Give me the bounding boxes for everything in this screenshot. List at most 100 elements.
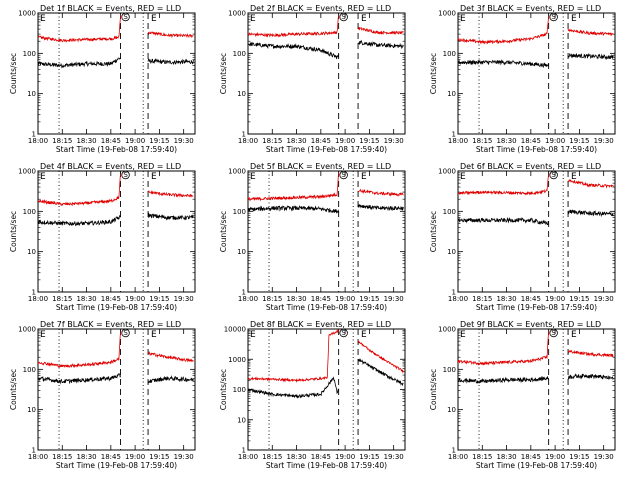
panel-9-xtick-label: 19:15 bbox=[569, 453, 589, 461]
panel-4-ytick-label: 1000 bbox=[18, 168, 36, 176]
panel-8-xtick-label: 18:00 bbox=[238, 453, 258, 461]
panel-2-xtick-label: 18:00 bbox=[238, 137, 258, 145]
panel-3-events-trace bbox=[458, 52, 614, 69]
panel-4-title: Det 4f BLACK = Events, RED = LLD bbox=[40, 162, 181, 171]
panel-2-xlabel: Start Time (19-Feb-08 17:59:40) bbox=[266, 145, 387, 154]
panel-4-xtick-label: 18:15 bbox=[52, 295, 72, 303]
panel-7-lld-trace bbox=[38, 331, 194, 369]
panel-3-ytick-label: 10 bbox=[447, 90, 456, 98]
panel-5-xtick-label: 19:30 bbox=[384, 295, 404, 303]
panel-5-ytick-label: 100 bbox=[233, 208, 246, 216]
panel-4-ytick-label: 10 bbox=[27, 248, 36, 256]
panel-8-marker-circle bbox=[339, 328, 348, 338]
panel-1-xtick-label: 19:00 bbox=[125, 137, 145, 145]
panel-5-xtick-label: 18:00 bbox=[238, 295, 258, 303]
panel-5-title: Det 5f BLACK = Events, RED = LLD bbox=[250, 162, 391, 171]
panel-8-ytick-label: 1000 bbox=[228, 356, 246, 364]
panel-1-marker-circle bbox=[121, 12, 130, 22]
panel-2-ytick-label: 1000 bbox=[228, 10, 246, 18]
panel-5-xtick-label: 18:15 bbox=[262, 295, 282, 303]
panel-6-ylabel: Counts/sec bbox=[429, 211, 438, 252]
panel-5-xtick-label: 18:30 bbox=[286, 295, 306, 303]
panel-8-xtick-label: 18:15 bbox=[262, 453, 282, 461]
panel-8-ytick-label: 10000 bbox=[224, 326, 246, 334]
panel-2-ytick-label: 1 bbox=[242, 131, 246, 139]
panel-6-xtick-label: 18:00 bbox=[448, 295, 468, 303]
panel-1-xtick-label: 19:15 bbox=[149, 137, 169, 145]
panel-8-xtick-label: 18:30 bbox=[286, 453, 306, 461]
panel-4-marker-circle bbox=[121, 170, 130, 180]
panel-9-ylabel: Counts/sec bbox=[429, 369, 438, 410]
panel-1-xtick-label: 18:30 bbox=[76, 137, 96, 145]
panel-1-xtick-label: 18:15 bbox=[52, 137, 72, 145]
panel-5-xlabel: Start Time (19-Feb-08 17:59:40) bbox=[266, 303, 387, 312]
panel-6-ytick-label: 1 bbox=[452, 289, 456, 297]
panel-8-title: Det 8f BLACK = Events, RED = LLD bbox=[250, 320, 391, 329]
panel-6-marker-circle-label: S bbox=[551, 171, 556, 179]
panel-3-xtick-label: 19:15 bbox=[569, 137, 589, 145]
panel-2-xtick-label: 19:15 bbox=[359, 137, 379, 145]
panel-2-marker-circle bbox=[339, 12, 348, 22]
panel-9-xlabel: Start Time (19-Feb-08 17:59:40) bbox=[476, 461, 597, 470]
panel-3-xtick-label: 19:30 bbox=[594, 137, 614, 145]
panel-8-lld-trace bbox=[248, 329, 404, 384]
panel-2-title: Det 2f BLACK = Events, RED = LLD bbox=[250, 4, 391, 13]
panel-1: Det 1f BLACK = Events, RED = LLD 1 10 100 10… bbox=[9, 4, 196, 154]
panel-2-xtick-label: 18:45 bbox=[311, 137, 331, 145]
panel-8-xtick-label: 19:00 bbox=[335, 453, 355, 461]
panel-9-ytick-label: 1000 bbox=[438, 326, 456, 334]
panel-7-xtick-label: 18:45 bbox=[101, 453, 121, 461]
panel-8-ytick-label: 10 bbox=[237, 416, 246, 424]
panel-3-xtick-label: 19:00 bbox=[545, 137, 565, 145]
panel-9-frame bbox=[457, 328, 616, 451]
panel-9-lld-trace bbox=[458, 331, 614, 366]
panel-4: Det 4f BLACK = Events, RED = LLD 1 10 100 10… bbox=[9, 162, 196, 312]
panel-3-marker-left: E bbox=[460, 14, 466, 24]
panel-9-ytick-label: 10 bbox=[447, 406, 456, 414]
panel-1-ylabel: Counts/sec bbox=[9, 53, 18, 94]
panel-9-marker-circle bbox=[549, 328, 558, 338]
panel-5-lld-trace bbox=[248, 172, 404, 202]
panel-9-xtick-label: 18:30 bbox=[496, 453, 516, 461]
panel-6-xtick-label: 19:00 bbox=[545, 295, 565, 303]
panel-6-marker-left: E bbox=[460, 172, 466, 182]
panel-2-events-trace bbox=[248, 39, 404, 60]
panel-6-marker-circle bbox=[549, 170, 558, 180]
panel-7-frame bbox=[37, 328, 196, 451]
panel-5-ylabel: Counts/sec bbox=[219, 211, 228, 252]
panel-4-xtick-label: 18:45 bbox=[101, 295, 121, 303]
panel-8: Det 8f BLACK = Events, RED = LLD 1 10 100 10… bbox=[219, 320, 406, 470]
panel-6-frame bbox=[457, 170, 616, 293]
panel-6-events-trace bbox=[458, 209, 614, 226]
panel-3-xtick-label: 18:30 bbox=[496, 137, 516, 145]
panel-7-ytick-label: 10 bbox=[27, 406, 36, 414]
panel-2-xtick-label: 18:15 bbox=[262, 137, 282, 145]
panel-6-title: Det 6f BLACK = Events, RED = LLD bbox=[460, 162, 601, 171]
panel-8-xtick-label: 18:45 bbox=[311, 453, 331, 461]
panel-2-frame bbox=[247, 12, 406, 135]
panel-5-xtick-label: 19:15 bbox=[359, 295, 379, 303]
panel-5-frame bbox=[247, 170, 406, 293]
panel-5-ytick-label: 1 bbox=[242, 289, 246, 297]
panel-6-marker-right: E bbox=[571, 172, 577, 182]
panel-2-ytick-label: 10 bbox=[237, 90, 246, 98]
panel-4-xtick-label: 18:00 bbox=[28, 295, 48, 303]
panel-9-title: Det 9f BLACK = Events, RED = LLD bbox=[460, 320, 601, 329]
panel-9-marker-left: E bbox=[460, 330, 466, 340]
panel-2-xtick-label: 19:00 bbox=[335, 137, 355, 145]
panel-7-events-trace bbox=[38, 372, 194, 385]
panel-1-title: Det 1f BLACK = Events, RED = LLD bbox=[40, 4, 181, 13]
panel-3-title: Det 3f BLACK = Events, RED = LLD bbox=[460, 4, 601, 13]
panel-5-marker-right: E bbox=[361, 172, 367, 182]
panel-4-frame bbox=[37, 170, 196, 293]
panel-7-marker-circle bbox=[121, 328, 130, 338]
panel-3-frame bbox=[457, 12, 616, 135]
panel-8-ytick-label: 100 bbox=[233, 386, 246, 394]
panel-9-events-trace bbox=[458, 373, 614, 384]
panel-6-lld-trace bbox=[458, 173, 614, 196]
panel-7-xtick-label: 18:30 bbox=[76, 453, 96, 461]
panel-4-xtick-label: 19:30 bbox=[174, 295, 194, 303]
panel-8-marker-circle-label: S bbox=[341, 329, 346, 337]
panel-2: Det 2f BLACK = Events, RED = LLD 1 10 100 10… bbox=[219, 4, 406, 154]
